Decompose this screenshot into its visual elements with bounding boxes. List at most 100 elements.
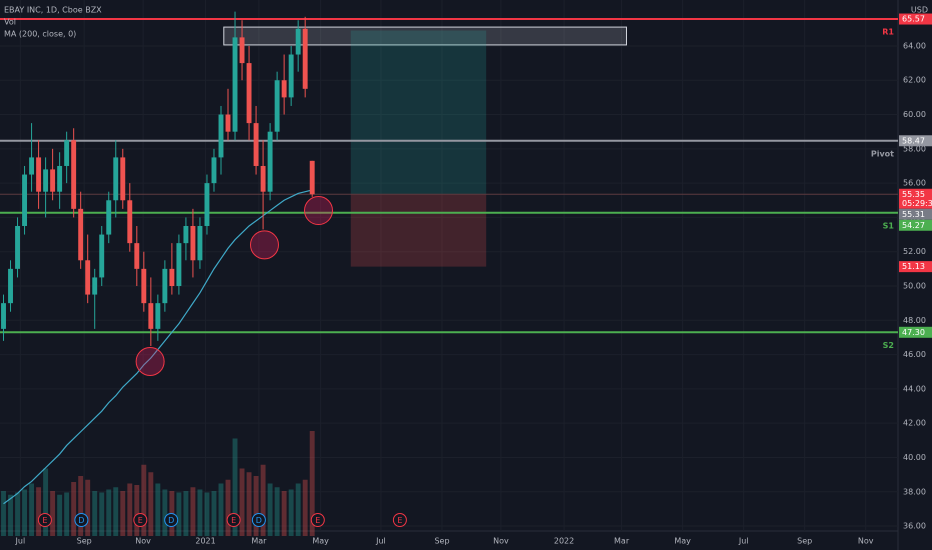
x-tick-label: May: [674, 537, 691, 546]
price-tag: [899, 13, 932, 25]
candle-body: [169, 268, 175, 287]
event-marker: [392, 513, 407, 527]
event-marker: [74, 513, 89, 527]
candle-body: [225, 114, 231, 132]
price-tag-label: 55.35: [902, 190, 925, 199]
candle-body: [113, 157, 119, 201]
overlays: R1 Pivot S1 S2 E D E D E D E E: [37, 28, 895, 527]
volume-bar: [260, 464, 266, 536]
event-marker: [164, 513, 179, 527]
volume-bar: [246, 472, 252, 536]
candle-body: [162, 268, 168, 304]
y-tick-label: 46.00: [903, 350, 926, 359]
level-label: S2: [883, 341, 894, 350]
candle-body: [57, 165, 63, 192]
x-tick-label: Mar: [251, 537, 267, 546]
volume-bar: [8, 494, 13, 536]
candle-body: [288, 54, 294, 98]
price-tag: [899, 135, 932, 147]
y-tick-label: 42.00: [903, 419, 926, 428]
volume-bar: [309, 431, 315, 536]
candle-body: [260, 165, 266, 192]
chart-title: EBAY INC, 1D, Cboe BZX: [4, 6, 102, 15]
candle-body: [295, 28, 301, 55]
candle-body: [1, 303, 6, 329]
event-label: E: [42, 516, 47, 525]
candle-body: [309, 160, 315, 195]
x-tick-label: Nov: [858, 537, 874, 546]
price-tag-label: 54.27: [902, 221, 925, 230]
highlight-circle: [304, 196, 334, 226]
volume-bar: [232, 438, 238, 536]
event-label: E: [138, 516, 143, 525]
volume-bar: [190, 487, 196, 536]
event-label: D: [168, 516, 174, 525]
volume-bar: [134, 485, 140, 536]
volume-pane: [1, 431, 315, 536]
candle-body: [99, 234, 105, 278]
level-label: R1: [882, 28, 894, 37]
candle-body: [50, 169, 56, 192]
y-tick-label: 60.00: [903, 110, 926, 119]
x-tick-label: Jul: [375, 537, 386, 546]
candle-body: [253, 123, 259, 166]
candle-body: [197, 225, 203, 261]
candle-body: [190, 225, 196, 261]
volume-legend: Vol: [4, 18, 16, 27]
candle-body: [71, 140, 77, 209]
x-tick-label: Jul: [738, 537, 749, 546]
volume-bar: [64, 492, 70, 536]
candle-body: [43, 169, 49, 192]
x-tick-label: 2021: [195, 537, 215, 546]
volume-bar: [204, 492, 210, 536]
x-tick-label: 2022: [554, 537, 574, 546]
event-label: E: [315, 516, 320, 525]
event-marker: [37, 513, 52, 527]
candle-body: [218, 114, 224, 158]
price-tag: [899, 188, 932, 209]
volume-bar: [225, 479, 231, 536]
candle-body: [134, 243, 140, 269]
volume-bar: [218, 483, 224, 536]
y-tick-label: 64.00: [903, 41, 926, 50]
volume-bar: [239, 468, 245, 536]
volume-bar: [1, 491, 6, 536]
volume-bar: [113, 487, 119, 536]
candles: [1, 11, 315, 347]
candle-body: [120, 157, 126, 201]
candle-body: [92, 277, 98, 295]
candle-body: [106, 200, 112, 235]
volume-bar: [57, 494, 63, 536]
y-tick-label: 58.00: [903, 144, 926, 153]
candle-body: [64, 140, 70, 166]
volume-bar: [267, 483, 273, 536]
candle-body: [302, 28, 308, 89]
volume-bar: [162, 489, 168, 536]
y-tick-label: 44.00: [903, 384, 926, 393]
currency: USD: [911, 6, 928, 15]
y-tick-label: 36.00: [903, 522, 926, 531]
volume-bar: [106, 489, 112, 536]
candle-body: [176, 243, 182, 287]
volume-bar: [295, 483, 301, 536]
candle-body: [232, 37, 238, 132]
price-tag-label: 58.47: [902, 136, 925, 145]
volume-bar: [92, 491, 98, 536]
candle-body: [22, 174, 28, 226]
volume-bar: [29, 483, 35, 536]
x-tick-label: Nov: [135, 537, 151, 546]
candle-body: [274, 80, 280, 132]
candle-body: [36, 157, 42, 192]
volume-bar: [183, 491, 189, 536]
price-tag-label: 51.13: [902, 262, 925, 271]
price-tag: [899, 208, 932, 220]
candle-body: [239, 37, 245, 64]
volume-bar: [99, 492, 105, 536]
x-tick-label: Sep: [434, 537, 449, 546]
candle-body: [148, 303, 154, 329]
level-label: S1: [883, 221, 895, 230]
drawings: [0, 18, 898, 505]
